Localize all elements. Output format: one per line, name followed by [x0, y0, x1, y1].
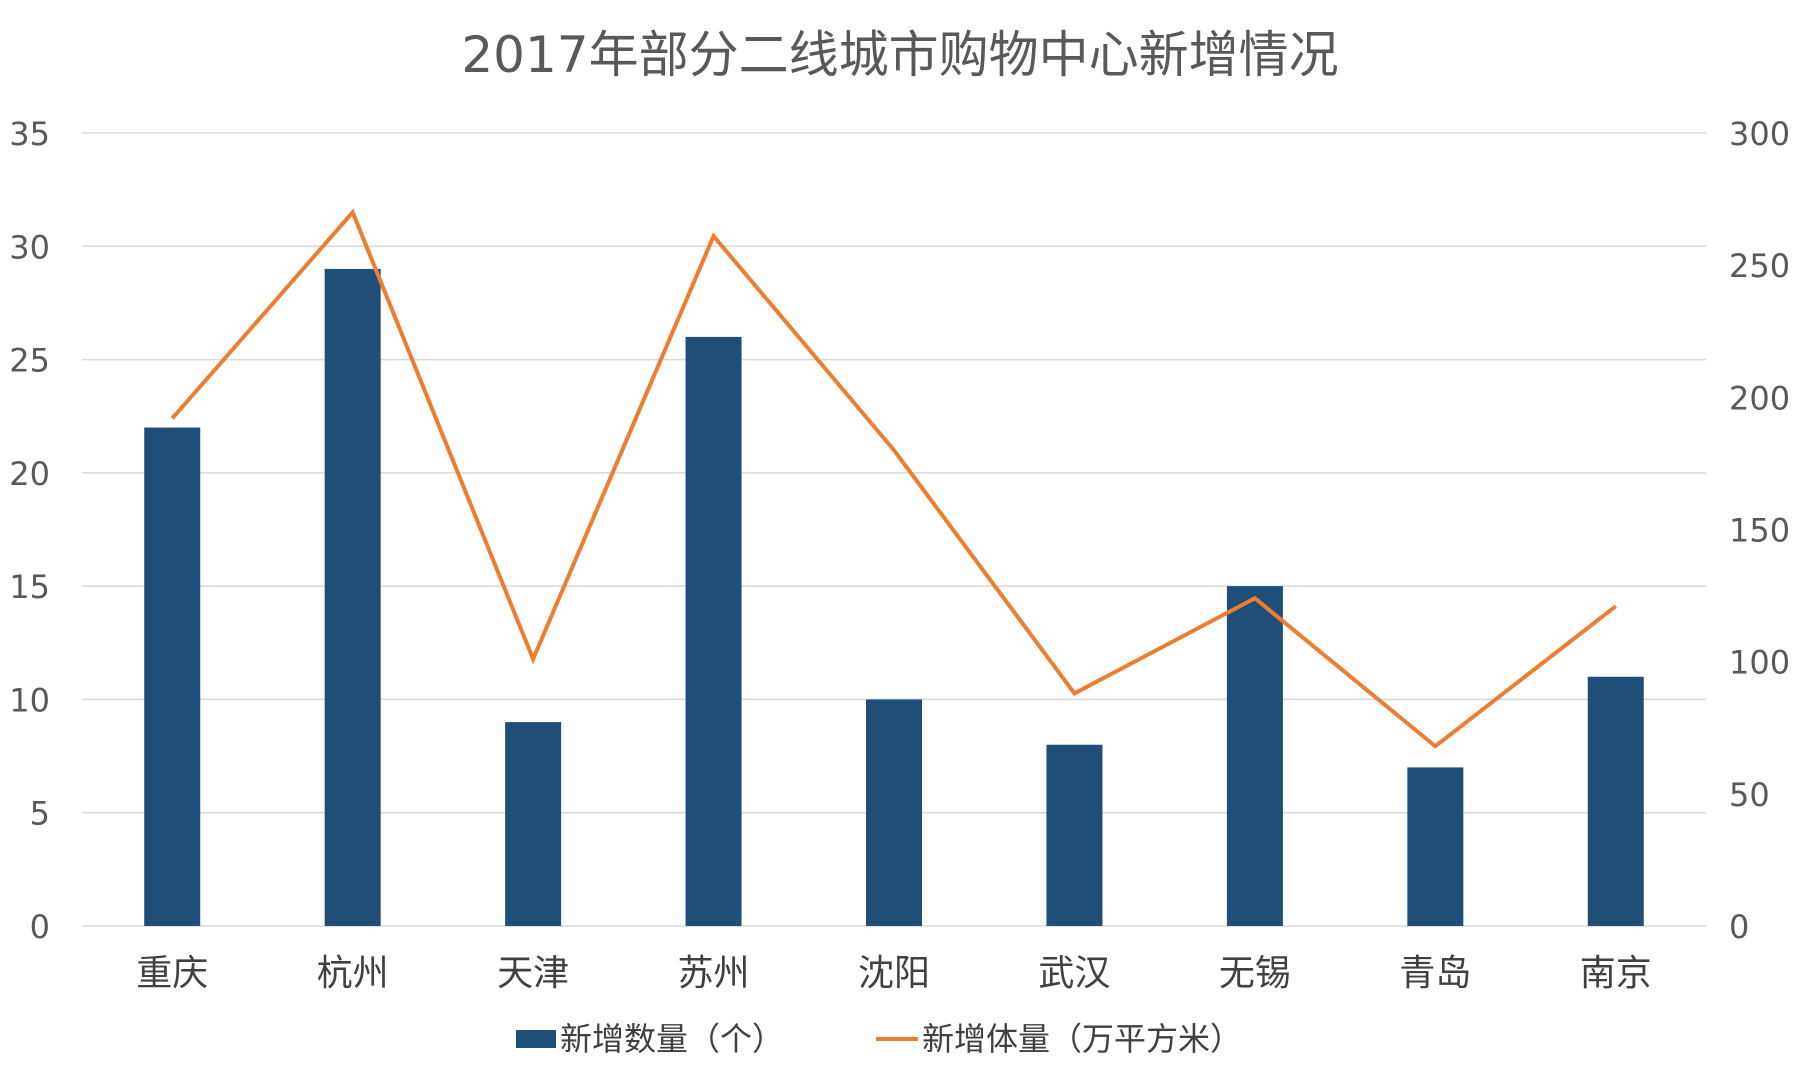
left-tick-label: 5	[30, 795, 50, 833]
left-tick-label: 35	[9, 115, 50, 153]
left-axis-ticks: 0 5 10 15 20 25 30 35	[9, 115, 50, 946]
right-tick-label: 0	[1729, 908, 1749, 946]
right-tick-label: 300	[1729, 115, 1790, 153]
legend-line-label: 新增体量（万平方米）	[922, 1020, 1242, 1058]
left-tick-label: 15	[9, 568, 50, 606]
chart-title: 2017年部分二线城市购物中心新增情况	[461, 26, 1338, 84]
bar	[1226, 586, 1283, 926]
left-tick-label: 10	[9, 681, 50, 719]
category-label: 沈阳	[858, 953, 930, 994]
series-line	[170, 208, 1618, 749]
bar	[505, 722, 562, 926]
right-tick-label: 250	[1729, 247, 1790, 285]
line-series	[170, 208, 1618, 749]
bar	[1407, 767, 1464, 926]
category-label: 杭州	[317, 953, 389, 994]
bar	[1587, 676, 1644, 926]
category-label: 天津	[497, 953, 569, 994]
bar-series	[144, 268, 1644, 926]
bar	[866, 699, 922, 926]
category-label: 武汉	[1038, 953, 1110, 994]
bar	[685, 336, 742, 926]
bar	[144, 427, 201, 926]
category-label: 青岛	[1399, 953, 1471, 994]
legend-bar-label: 新增数量（个）	[560, 1020, 784, 1058]
bar	[324, 268, 381, 926]
bar	[1046, 744, 1103, 926]
right-axis-ticks: 0 50 100 150 200 250 300	[1729, 115, 1790, 946]
category-label: 苏州	[678, 953, 750, 994]
right-tick-label: 100	[1729, 644, 1790, 682]
left-tick-label: 0	[30, 908, 50, 946]
left-tick-label: 20	[9, 455, 50, 493]
left-tick-label: 25	[9, 342, 50, 380]
category-label: 南京	[1580, 953, 1652, 994]
legend-bar-swatch	[516, 1030, 556, 1048]
right-tick-label: 200	[1729, 379, 1790, 417]
category-label: 无锡	[1219, 953, 1291, 994]
legend: 新增数量（个） 新增体量（万平方米）	[516, 1020, 1242, 1058]
right-tick-label: 50	[1729, 776, 1770, 814]
right-tick-label: 150	[1729, 512, 1790, 550]
left-tick-label: 30	[9, 228, 50, 266]
category-axis: 重庆 杭州 天津 苏州 沈阳 武汉 无锡 青岛 南京	[136, 953, 1652, 994]
category-label: 重庆	[136, 953, 208, 994]
